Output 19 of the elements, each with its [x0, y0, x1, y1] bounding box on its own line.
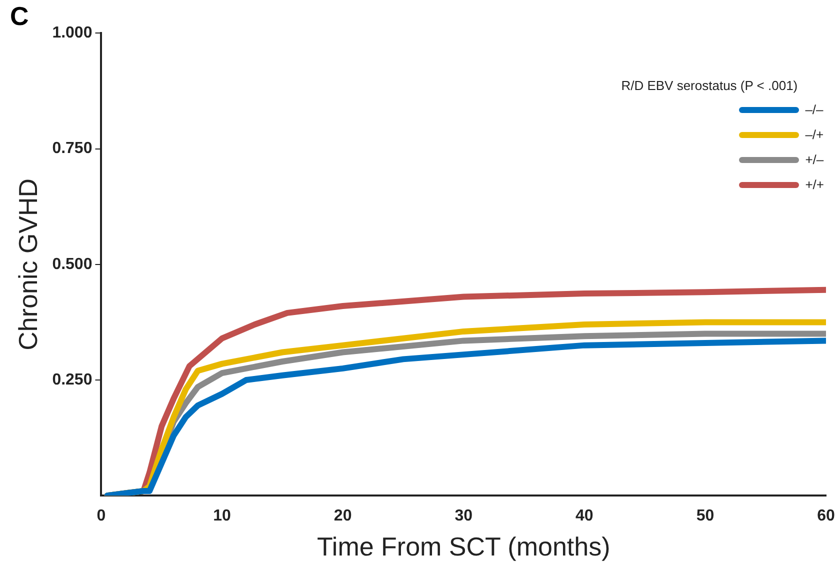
y-tick-label: 0.250 [52, 371, 92, 388]
y-tick-label: 1.000 [52, 24, 92, 42]
x-tick-label: 40 [576, 508, 594, 525]
y-tick-label: 0.750 [52, 140, 92, 158]
x-tick-label: 10 [213, 508, 232, 525]
x-tick-label: 30 [454, 508, 473, 525]
x-axis-title: Time From SCT (months) [316, 532, 610, 562]
chart-title: C [10, 0, 29, 31]
x-tick-label: 0 [96, 508, 106, 525]
legend-label: +/– [805, 152, 824, 167]
legend-label: +/+ [805, 177, 824, 192]
legend-label: –/+ [805, 127, 824, 142]
y-axis-title: Chronic GVHD [12, 178, 43, 350]
x-tick-label: 50 [696, 508, 714, 525]
x-tick-label: 20 [334, 508, 352, 525]
legend-title: R/D EBV serostatus (P < .001) [621, 78, 799, 93]
y-tick-label: 0.500 [52, 256, 92, 273]
legend-label: –/– [805, 102, 824, 117]
x-tick-label: 60 [817, 508, 835, 525]
